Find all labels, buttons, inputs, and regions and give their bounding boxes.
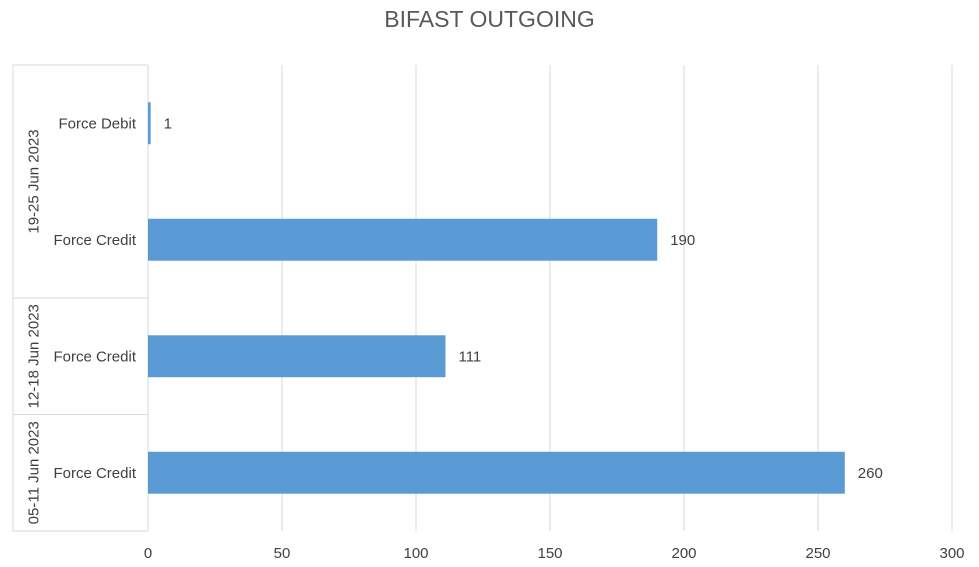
category-label: Force Credit <box>53 232 136 249</box>
x-tick-label: 300 <box>939 545 964 562</box>
data-label: 190 <box>670 232 695 249</box>
bar <box>148 102 151 145</box>
data-label: 260 <box>858 465 883 482</box>
category-label: Force Debit <box>58 116 136 133</box>
group-label: 19-25 Jun 2023 <box>25 129 42 233</box>
x-tick-label: 200 <box>671 545 696 562</box>
x-tick-label: 100 <box>403 545 428 562</box>
bar <box>148 451 845 494</box>
category-label: Force Credit <box>53 465 136 482</box>
x-tick-label: 50 <box>274 545 291 562</box>
bar <box>148 218 658 261</box>
data-label: 111 <box>458 349 481 366</box>
data-label: 1 <box>164 116 172 133</box>
x-tick-label: 150 <box>537 545 562 562</box>
group-label: 12-18 Jun 2023 <box>25 304 42 408</box>
grid-lines <box>281 65 953 531</box>
category-label: Force Credit <box>53 349 136 366</box>
chart-title: BIFAST OUTGOING <box>384 6 595 32</box>
x-tick-label: 250 <box>805 545 830 562</box>
bars <box>148 102 845 494</box>
labels: 0 50 100 150 200 250 300 19-25 Jun 2023 12-18 Ju… <box>25 116 964 563</box>
bar <box>148 335 446 378</box>
group-label: 05-11 Jun 2023 <box>25 421 42 524</box>
x-tick-label: 0 <box>144 545 152 562</box>
